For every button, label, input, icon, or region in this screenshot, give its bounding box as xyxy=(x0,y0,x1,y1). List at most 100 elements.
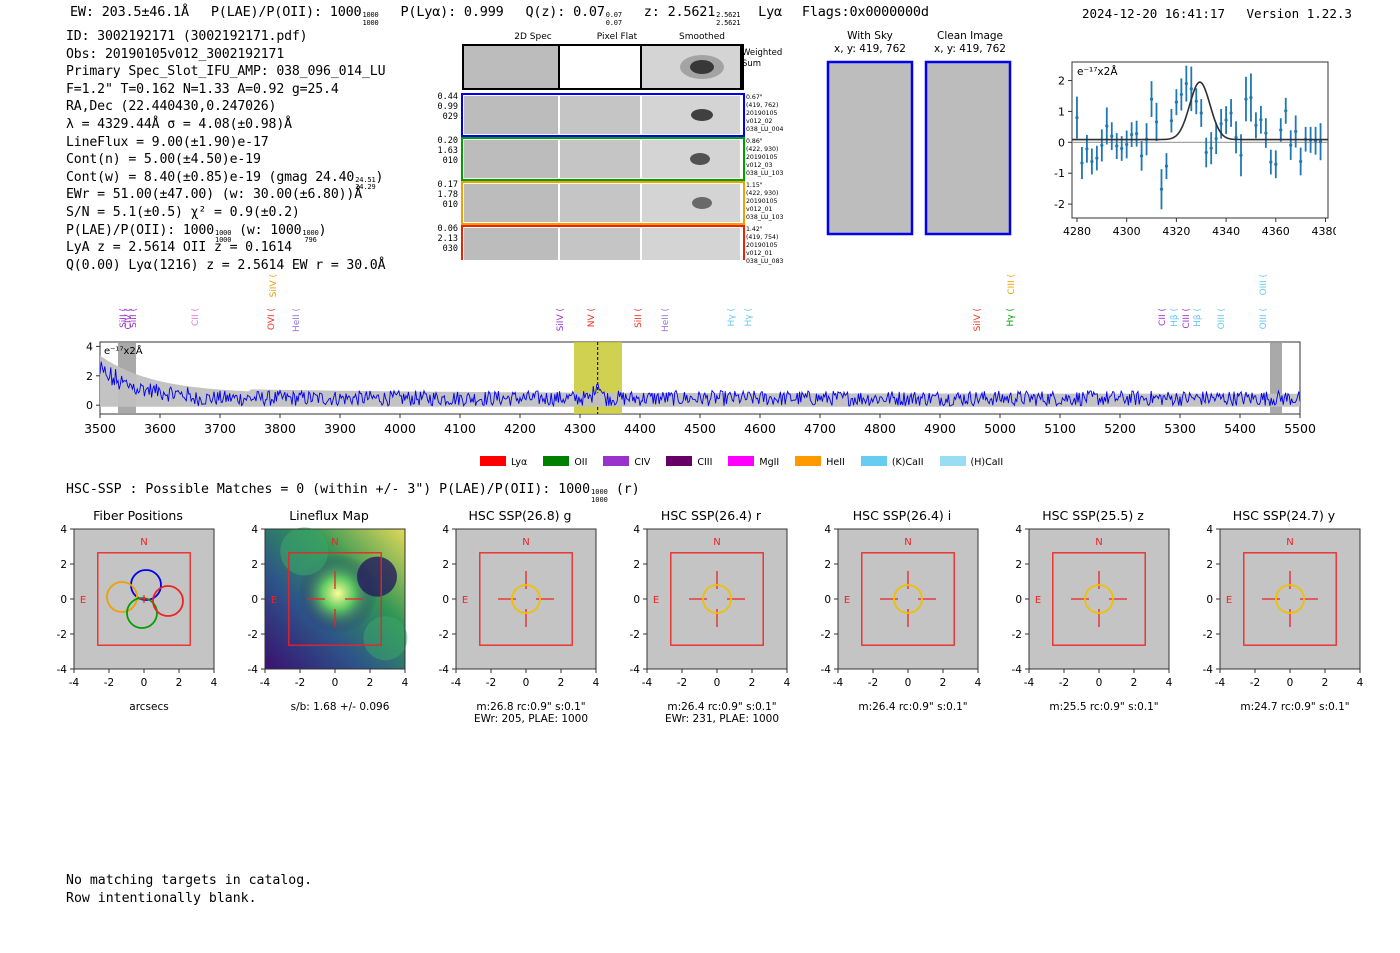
legend-label: MgII xyxy=(759,457,780,468)
row2-right-0: 0.86" xyxy=(746,138,763,145)
thumbnail-caption-1: m:25.5 rc:0.9" s:0.1" xyxy=(1049,701,1159,713)
row2-right-2: 20190105 xyxy=(746,154,778,161)
row1-right-1: (419, 762) xyxy=(746,102,779,109)
spec2d-panels-canvas xyxy=(461,44,745,260)
spec2d-row-left-labels-4: 0.06 2.13 030 xyxy=(428,224,458,254)
thumbnail-panel[interactable]: Lineflux Map N E -4 -2 0 2 4 4 2 0 -2 -4 s/b: 1.68 +/… xyxy=(231,508,421,713)
info-plae-lo: 1000 xyxy=(215,236,232,245)
svg-text:0: 0 xyxy=(1058,136,1065,149)
svg-text:-4: -4 xyxy=(439,664,450,676)
info-sn: S/N = 5.1(±0.5) χ² = 0.9(±0.2) xyxy=(66,204,300,220)
svg-text:4: 4 xyxy=(86,340,93,353)
row1-right-4: 038_LU_004 xyxy=(746,126,784,133)
spectrum-line-label: OVI ( xyxy=(266,308,277,331)
svg-text:0: 0 xyxy=(1206,594,1213,606)
legend-swatch xyxy=(795,456,822,466)
svg-text:N: N xyxy=(904,537,911,548)
svg-text:E: E xyxy=(653,595,659,606)
svg-text:-2: -2 xyxy=(486,677,496,689)
cutouts-canvas xyxy=(826,60,1012,236)
svg-text:4300: 4300 xyxy=(1113,225,1141,238)
info-plae-hi: 1000 xyxy=(215,228,232,237)
legend-label: (K)CaII xyxy=(891,457,924,468)
clean-image-title: Clean Image x, y: 419, 762 xyxy=(924,30,1016,56)
svg-text:2: 2 xyxy=(558,677,565,689)
svg-text:0: 0 xyxy=(141,677,148,689)
footer-line-2: Row intentionally blank. xyxy=(66,891,257,906)
thumbnail-panel[interactable]: Fiber Positions N E -4 -2 0 2 4 4 2 0 -2 -4 arcsecs xyxy=(40,508,230,713)
info-radec: RA,Dec (22.440430,0.247026) xyxy=(66,99,277,115)
thumbnail-panel[interactable]: HSC SSP(26.8) g N E -4 -2 0 2 4 4 2 0 -2 -4 m:26.8 rc… xyxy=(422,508,612,725)
svg-text:N: N xyxy=(522,537,529,548)
svg-text:-4: -4 xyxy=(630,664,641,676)
svg-text:5100: 5100 xyxy=(1044,421,1076,436)
row2-left-1: 1.63 xyxy=(437,146,458,156)
header-plae: P(LAE)/P(OII): 1000 xyxy=(210,4,362,20)
info-redshifts: LyA z = 2.5614 OII z = 0.1614 xyxy=(66,240,292,256)
row1-left-2: 029 xyxy=(442,112,458,122)
thumbnail-caption-1: m:24.7 rc:0.9" s:0.1" xyxy=(1240,701,1350,713)
header-plae-hi: 1000 xyxy=(362,11,379,19)
thumbnail-panel[interactable]: HSC SSP(26.4) i N E -4 -2 0 2 4 4 2 0 -2 -4 m:26.4 rc… xyxy=(804,508,994,713)
row3-left-1: 1.78 xyxy=(437,190,458,200)
hsc-heading-end: (r) xyxy=(615,482,640,497)
row2-right-1: (422, 930) xyxy=(746,146,779,153)
legend-swatch xyxy=(860,456,887,466)
svg-text:5000: 5000 xyxy=(984,421,1016,436)
svg-text:4380: 4380 xyxy=(1312,225,1336,238)
svg-text:4: 4 xyxy=(824,524,831,536)
thumbnail-title: HSC SSP(25.5) z xyxy=(1042,508,1144,523)
svg-text:2: 2 xyxy=(633,559,640,571)
info-seeing: F=1.2" T=0.162 N=1.33 A=0.92 g=25.4 xyxy=(66,81,339,97)
svg-text:3600: 3600 xyxy=(144,421,176,436)
row2-right-3: v012_03 xyxy=(746,162,773,169)
info-lambda: λ = 4329.44Å σ = 4.08(±0.98)Å xyxy=(66,116,292,132)
info-ewr: EWr = 51.00(±47.00) (w: 30.00(±6.80))Å xyxy=(66,187,363,203)
info-plae-w-lo: 796 xyxy=(304,236,317,245)
svg-text:4: 4 xyxy=(251,524,258,536)
thumbnail-panel[interactable]: HSC SSP(26.4) r N E -4 -2 0 2 4 4 2 0 -2 -4 m:26.4 rc… xyxy=(613,508,803,725)
legend-label: CIV xyxy=(634,457,651,468)
row4-left-0: 0.06 xyxy=(437,224,458,234)
svg-text:3700: 3700 xyxy=(204,421,236,436)
legend-swatch xyxy=(666,456,693,466)
svg-text:2: 2 xyxy=(1058,75,1065,88)
spectrum-line-label: OIII ( xyxy=(1217,308,1227,330)
row4-right-0: 1.42" xyxy=(746,226,763,233)
thumbnail-canvas: N E -4 -2 0 2 4 4 2 0 -2 -4 xyxy=(439,524,600,689)
spectrum-line-labels: SiII (CIV (SiII (CII (SiIV (OVI (HeII (S… xyxy=(60,272,1340,352)
thumbnail-caption-1: s/b: 1.68 +/- 0.096 xyxy=(290,701,390,713)
spectrum-line-label: Hβ ( xyxy=(1193,308,1203,327)
svg-text:0: 0 xyxy=(1096,677,1103,689)
svg-text:4: 4 xyxy=(60,524,67,536)
thumbnail-title: HSC SSP(26.4) r xyxy=(660,508,762,523)
svg-text:0: 0 xyxy=(1015,594,1022,606)
thumbnail-panel[interactable]: HSC SSP(24.7) y N E -4 -2 0 2 4 4 2 0 -2 -4 m:24.7 rc… xyxy=(1186,508,1376,713)
row3-right-4: 038_LU_103 xyxy=(746,214,784,221)
header-z-lo: 2.5621 xyxy=(716,18,741,27)
svg-text:5400: 5400 xyxy=(1224,421,1256,436)
spectrum-line-label: SiIV ( xyxy=(269,274,279,298)
svg-text:N: N xyxy=(713,537,720,548)
svg-text:-2: -2 xyxy=(677,677,687,689)
svg-text:0: 0 xyxy=(714,677,721,689)
full-spectrum-canvas: 0 2 4 3500 3600 3700 3800 3900 4000 4100 4200 4300 4… xyxy=(84,340,1316,436)
header-flags: Flags:0x0000000d xyxy=(801,4,929,20)
spectrum-line-label: SiII ( xyxy=(633,308,644,328)
svg-text:2: 2 xyxy=(442,559,449,571)
svg-text:0: 0 xyxy=(86,399,93,412)
svg-text:0: 0 xyxy=(251,594,258,606)
spec2d-row-left-labels-3: 0.17 1.78 010 xyxy=(428,180,458,210)
row3-left-2: 010 xyxy=(442,200,458,210)
thumbnail-panel[interactable]: HSC SSP(25.5) z N E -4 -2 0 2 4 4 2 0 -2 -4 m:25.5 rc… xyxy=(995,508,1185,713)
spectrum-line-label: CIII ( xyxy=(1182,308,1193,329)
info-plae-mid: (w: 1000 xyxy=(239,222,302,238)
svg-text:4700: 4700 xyxy=(804,421,836,436)
svg-text:-2: -2 xyxy=(1054,198,1065,211)
svg-text:4300: 4300 xyxy=(564,421,596,436)
svg-text:e⁻¹⁷x2Å: e⁻¹⁷x2Å xyxy=(104,344,143,357)
svg-text:0: 0 xyxy=(442,594,449,606)
svg-text:N: N xyxy=(1286,537,1293,548)
svg-text:2: 2 xyxy=(1015,559,1022,571)
svg-text:0: 0 xyxy=(60,594,67,606)
